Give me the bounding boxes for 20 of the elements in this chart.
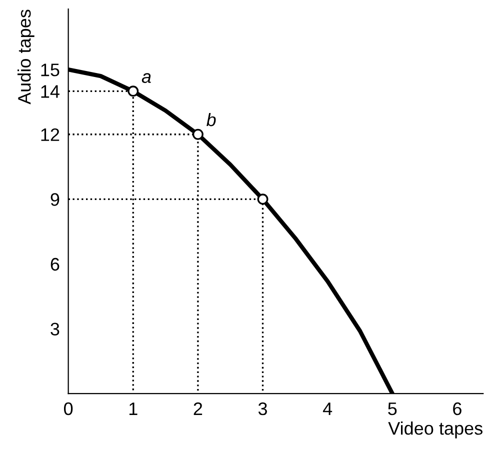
y-axis-title: Audio tapes <box>18 10 34 104</box>
x-tick-label: 3 <box>258 402 267 416</box>
point <box>128 86 139 97</box>
annotation: b <box>206 112 216 126</box>
x-tick-label: 5 <box>388 402 397 416</box>
x-tick-label: 0 <box>64 402 73 416</box>
x-axis-title: Video tapes <box>388 422 482 438</box>
x-tick-label: 4 <box>322 402 332 415</box>
point <box>257 194 268 205</box>
y-tick-label: 3 <box>50 322 60 336</box>
y-tick-label: 12 <box>41 128 60 141</box>
x-tick-label: 2 <box>194 402 202 415</box>
y-tick-label: 9 <box>50 193 60 206</box>
y-tick-label: 6 <box>50 258 60 271</box>
x-tick-label: 6 <box>453 402 462 416</box>
annotation: a <box>142 73 151 84</box>
y-tick-label: 15 <box>41 64 60 76</box>
y-tick-label: 14 <box>41 85 60 98</box>
point <box>192 128 204 140</box>
x-tick-label: 1 <box>129 402 138 415</box>
